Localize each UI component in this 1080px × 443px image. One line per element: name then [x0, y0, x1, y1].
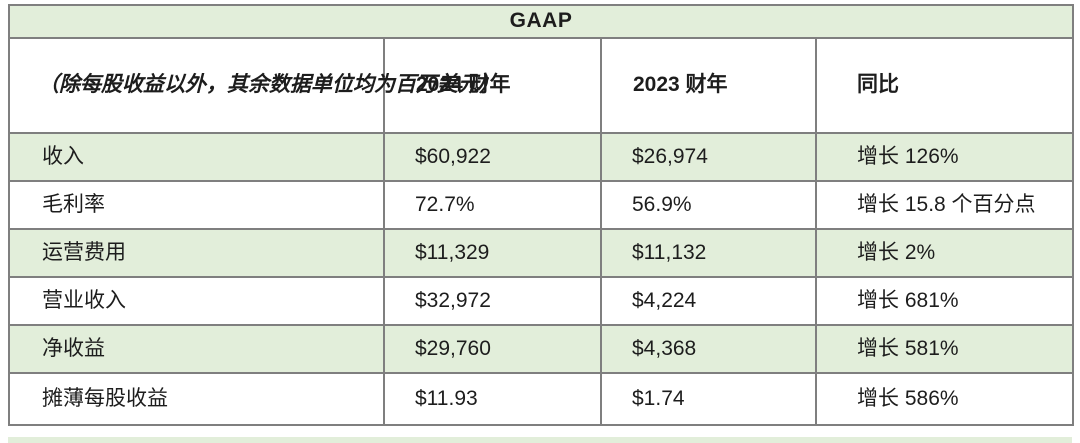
cell-fy2024: 72.7%: [383, 180, 602, 230]
table-row-operating-expenses: 运营费用 $11,329 $11,132 增长 2%: [8, 228, 1074, 278]
column-header-fy2023: 2023 财年: [600, 37, 817, 134]
cell-yoy: 增长 586%: [815, 372, 1074, 426]
table-row-diluted-eps: 摊薄每股收益 $11.93 $1.74 增长 586%: [8, 372, 1074, 426]
column-header-yoy: 同比: [815, 37, 1074, 134]
cell-fy2023: 56.9%: [600, 180, 817, 230]
cell-fy2023: $4,368: [600, 324, 817, 374]
cell-yoy: 增长 126%: [815, 132, 1074, 182]
next-section-sliver: [8, 437, 1072, 443]
cell-fy2024: $11,329: [383, 228, 602, 278]
table-title-row: GAAP: [8, 4, 1074, 39]
cell-fy2023: $1.74: [600, 372, 817, 426]
cell-fy2024: $11.93: [383, 372, 602, 426]
cell-fy2023: $4,224: [600, 276, 817, 326]
cell-fy2023: $11,132: [600, 228, 817, 278]
cell-yoy: 增长 15.8 个百分点: [815, 180, 1074, 230]
table-row-operating-income: 营业收入 $32,972 $4,224 增长 681%: [8, 276, 1074, 326]
column-header-row: （除每股收益以外，其余数据单位均为百万美元） 2024 财年 2023 财年 同…: [8, 37, 1074, 134]
row-label: 净收益: [8, 324, 385, 374]
gaap-financials-table: GAAP （除每股收益以外，其余数据单位均为百万美元） 2024 财年 2023…: [8, 4, 1074, 426]
row-label: 营业收入: [8, 276, 385, 326]
cell-fy2023: $26,974: [600, 132, 817, 182]
table-row-revenue: 收入 $60,922 $26,974 增长 126%: [8, 132, 1074, 182]
column-header-fy2024: 2024 财年: [383, 37, 602, 134]
cell-yoy: 增长 681%: [815, 276, 1074, 326]
row-label: 收入: [8, 132, 385, 182]
table-row-gross-margin: 毛利率 72.7% 56.9% 增长 15.8 个百分点: [8, 180, 1074, 230]
table-row-net-income: 净收益 $29,760 $4,368 增长 581%: [8, 324, 1074, 374]
cell-fy2024: $29,760: [383, 324, 602, 374]
cell-fy2024: $32,972: [383, 276, 602, 326]
units-note: （除每股收益以外，其余数据单位均为百万美元）: [8, 37, 500, 134]
cell-fy2024: $60,922: [383, 132, 602, 182]
cell-yoy: 增长 581%: [815, 324, 1074, 374]
table-title: GAAP: [8, 4, 1074, 39]
row-label: 摊薄每股收益: [8, 372, 385, 426]
row-label: 运营费用: [8, 228, 385, 278]
cell-yoy: 增长 2%: [815, 228, 1074, 278]
row-label: 毛利率: [8, 180, 385, 230]
